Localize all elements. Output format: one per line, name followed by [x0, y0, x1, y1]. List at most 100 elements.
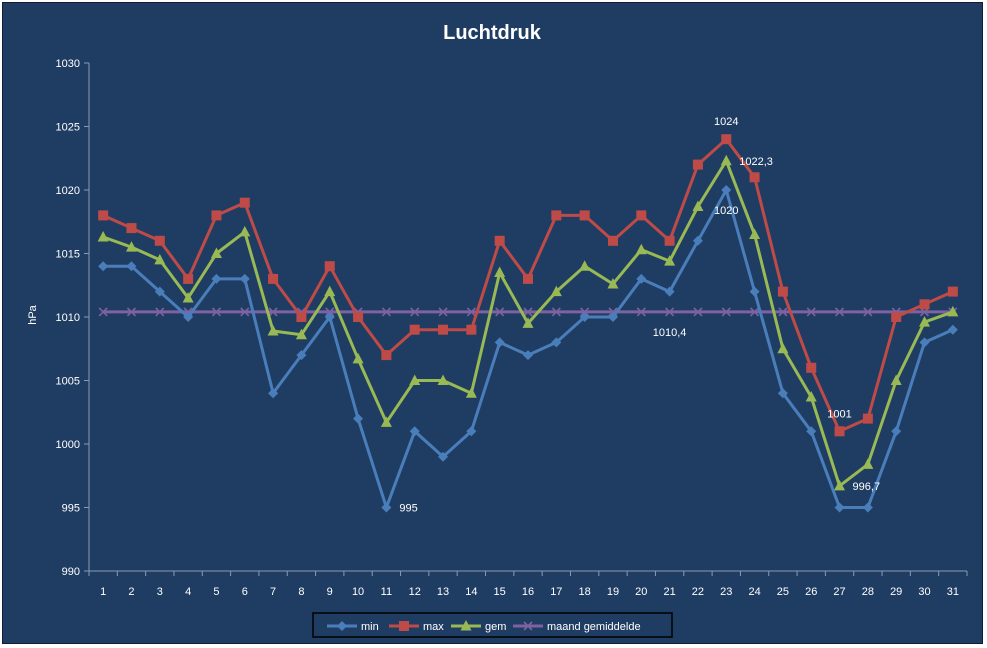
data-point-gem: [182, 291, 194, 303]
data-point-maand-gemiddelde: [551, 307, 561, 317]
data-point-maand-gemiddelde: [721, 307, 731, 317]
marker-stroke: [721, 307, 731, 317]
data-point-maand-gemiddelde: [523, 307, 533, 317]
marker-stroke: [325, 307, 335, 317]
data-point-maand-gemiddelde: [636, 307, 646, 317]
data-point-min: [664, 286, 675, 297]
data-point-min: [692, 235, 703, 246]
data-point-min: [806, 426, 817, 437]
data-point-maand-gemiddelde: [240, 307, 250, 317]
data-point-gem: [210, 247, 222, 258]
data-point-max: [777, 286, 788, 297]
data-point-min: [353, 413, 364, 424]
data-point-min: [183, 312, 194, 322]
data-point-gem: [664, 255, 676, 266]
data-point-min: [126, 261, 137, 272]
series-line-min: [103, 188, 954, 509]
data-point-max: [692, 159, 703, 170]
data-point-max: [551, 210, 562, 221]
legend-label: max: [423, 621, 444, 633]
data-point-gem: [409, 374, 421, 385]
data-point-min: [579, 312, 590, 322]
data-point-gem: [239, 225, 251, 237]
data-point-min: [154, 286, 165, 297]
data-point-max: [749, 172, 760, 183]
legend-swatch-marker: [399, 621, 409, 631]
data-point-min: [523, 350, 533, 361]
data-label: 1001: [827, 408, 851, 420]
data-point-max: [239, 197, 250, 208]
data-point-min: [438, 451, 449, 462]
data-point-gem: [437, 374, 449, 385]
data-label: 996,7: [853, 481, 881, 493]
data-point-maand-gemiddelde: [155, 307, 165, 317]
marker-stroke: [438, 307, 448, 317]
x-tick-label: 29: [890, 586, 902, 598]
x-tick-label: 18: [579, 586, 591, 598]
marker-stroke: [834, 307, 845, 317]
data-point-max: [721, 134, 732, 145]
data-point-gem: [947, 305, 959, 317]
data-point-max: [353, 312, 364, 322]
legend-swatch-marker: [523, 621, 533, 631]
data-label: 1024: [714, 116, 738, 128]
x-tick-label: 16: [522, 586, 534, 598]
data-point-maand-gemiddelde: [863, 307, 873, 317]
data-point-max: [183, 273, 194, 284]
data-point-max: [523, 273, 533, 284]
legend-swatch-marker: [460, 620, 472, 631]
annotation-layer: 1024 1022,3 1020 1010,4 995 1001 996,7: [399, 116, 880, 514]
marker-stroke: [778, 307, 788, 317]
data-point-max: [919, 299, 930, 310]
y-tick-label: 1030: [56, 58, 80, 70]
legend-label: maand gemiddelde: [547, 621, 641, 633]
marker-stroke: [636, 307, 646, 317]
data-point-max: [126, 223, 137, 234]
x-tick-label: 3: [157, 586, 163, 598]
x-tick-label: 5: [213, 586, 219, 598]
legend-item-maand-gemiddelde: maand gemiddelde: [513, 621, 641, 633]
data-point-maand-gemiddelde: [806, 307, 816, 317]
data-point-min: [777, 388, 788, 399]
marker-stroke: [523, 307, 533, 317]
data-point-max: [466, 324, 477, 335]
x-tick-label: 12: [409, 586, 421, 598]
data-point-max: [409, 324, 420, 335]
marker-stroke: [750, 307, 760, 317]
data-point-gem: [97, 230, 109, 242]
data-point-max: [324, 261, 335, 272]
data-point-gem: [380, 416, 392, 427]
data-point-min: [749, 286, 760, 297]
data-point-gem: [465, 387, 477, 398]
data-point-gem: [805, 391, 817, 402]
x-tick-label: 7: [270, 586, 276, 598]
marker-stroke: [863, 307, 873, 317]
data-point-max: [891, 312, 902, 322]
y-tick-label: 1010: [56, 312, 80, 324]
x-tick-label: 15: [494, 586, 506, 598]
data-point-maand-gemiddelde: [98, 307, 108, 317]
data-point-gem: [834, 479, 846, 491]
marker-stroke: [381, 307, 391, 317]
data-point-maand-gemiddelde: [268, 307, 278, 317]
data-point-gem: [550, 285, 562, 297]
data-point-max: [607, 235, 618, 246]
legend: min max gem maand gemiddelde: [312, 612, 673, 638]
data-point-gem: [720, 154, 732, 166]
data-point-maand-gemiddelde: [466, 307, 476, 317]
data-point-gem: [324, 285, 336, 297]
legend-label: gem: [485, 621, 506, 633]
data-point-min: [607, 312, 618, 322]
y-tick-label: 995: [62, 503, 80, 515]
marker-stroke: [608, 307, 618, 317]
data-point-gem: [919, 316, 931, 327]
marker-stroke: [806, 307, 816, 317]
x-tick-label: 10: [352, 586, 364, 598]
marker-stroke: [665, 307, 675, 317]
x-tick-label: 2: [128, 586, 134, 598]
data-point-maand-gemiddelde: [834, 307, 845, 317]
data-point-min: [211, 273, 222, 284]
data-point-max: [947, 286, 958, 297]
series-gem: [97, 154, 959, 491]
